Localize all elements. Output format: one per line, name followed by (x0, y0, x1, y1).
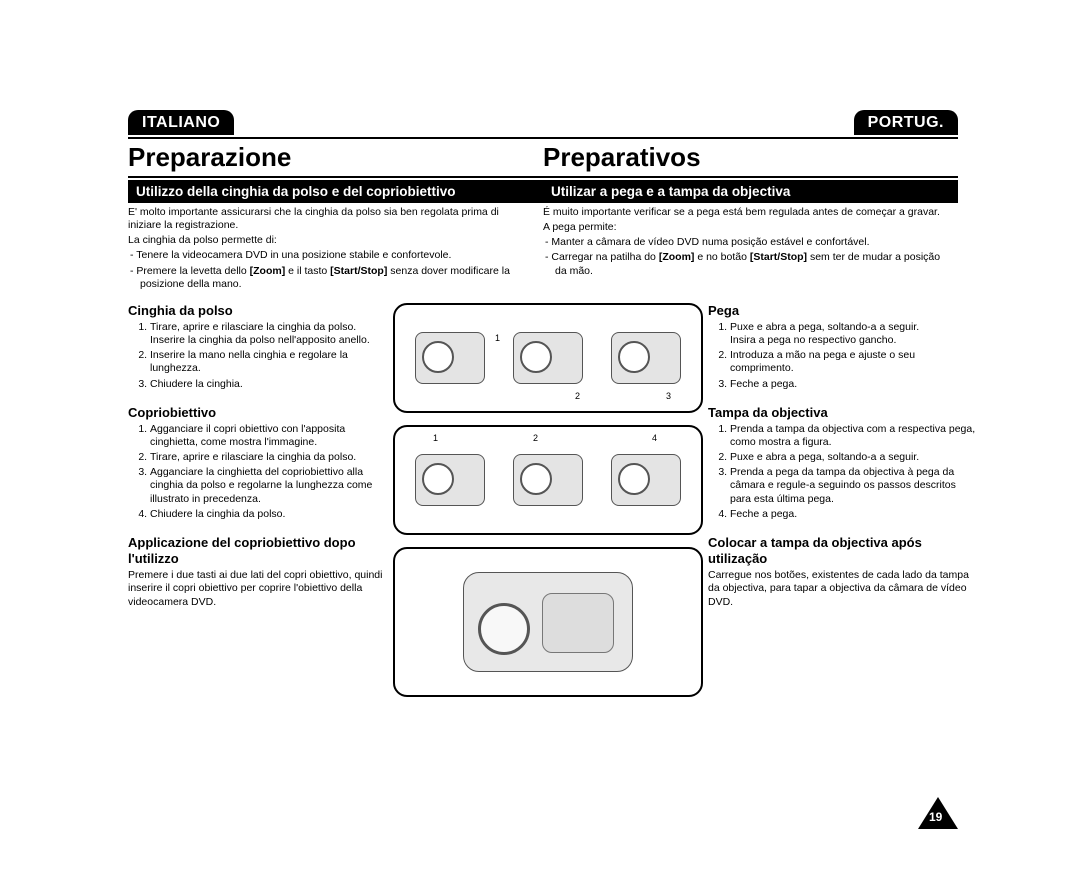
it-p-afteruse: Premere i due tasti ai due lati del copr… (128, 569, 388, 608)
list-item: Prenda a pega da tampa da objectiva à pe… (730, 466, 978, 505)
list-item: Chiudere la cinghia da polso. (150, 508, 388, 521)
pt-h-pega: Pega (708, 303, 978, 319)
pt-section-tampa: Tampa da objectiva Prenda a tampa da obj… (708, 405, 978, 521)
section-headers: Utilizzo della cinghia da polso e del co… (128, 180, 958, 203)
page-number-marker: 19 (918, 797, 958, 829)
section-bar-right: Utilizar a pega e a tampa da objectiva (543, 180, 958, 203)
list-item: Prenda a tampa da objectiva com a respec… (730, 423, 978, 449)
intro-right-line2: A pega permite: (543, 221, 948, 234)
figure-number: 1 (433, 433, 438, 443)
it-h-afteruse: Applicazione del copriobiettivo dopo l'u… (128, 535, 388, 568)
list-item: Puxe e abra a pega, soltando-a a seguir. (730, 451, 978, 464)
list-item: Puxe e abra a pega, soltando-a a seguir.… (730, 321, 978, 347)
intro-left-line1: E' molto importante assicurarsi che la c… (128, 206, 533, 232)
figure-number: 2 (575, 391, 580, 401)
list-item: Feche a pega. (730, 378, 978, 391)
lang-tab-italian: ITALIANO (128, 110, 234, 135)
list-item: Feche a pega. (730, 508, 978, 521)
intro-right: É muito importante verificar se a pega e… (543, 206, 958, 293)
intro-left-bullet2: - Premere la levetta dello [Zoom] e il t… (128, 265, 533, 291)
camera-illustration (611, 332, 681, 384)
pt-section-afteruse: Colocar a tampa da objectiva após utiliz… (708, 535, 978, 609)
it-h-handstrap: Cinghia da polso (128, 303, 388, 319)
list-item: Chiudere la cinghia. (150, 378, 388, 391)
title-left: Preparazione (128, 140, 543, 175)
camera-illustration (513, 454, 583, 506)
list-item: Tirare, aprire e rilasciare la cinghia d… (150, 321, 388, 347)
it-section-lenscover: Copriobiettivo Agganciare il copri obiet… (128, 405, 388, 521)
figure-box-2: 1 2 4 (393, 425, 703, 535)
list-item: Introduza a mão na pega e ajuste o seu c… (730, 349, 978, 375)
page-titles: Preparazione Preparativos (128, 137, 958, 178)
title-right: Preparativos (543, 140, 958, 175)
intro-right-bullet1: - Manter a câmara de vídeo DVD numa posi… (543, 236, 948, 249)
column-italian: Cinghia da polso Tirare, aprire e rilasc… (128, 303, 388, 623)
manual-page: ITALIANO PORTUG. Preparazione Preparativ… (128, 110, 958, 823)
lang-tab-portuguese: PORTUG. (854, 110, 958, 135)
intro-right-line1: É muito importante verificar se a pega e… (543, 206, 948, 219)
camera-illustration (611, 454, 681, 506)
pt-h-afteruse: Colocar a tampa da objectiva após utiliz… (708, 535, 978, 568)
triangle-icon: 19 (918, 797, 958, 829)
pt-section-pega: Pega Puxe e abra a pega, soltando-a a se… (708, 303, 978, 391)
intro-left: E' molto importante assicurarsi che la c… (128, 206, 543, 293)
camera-illustration (415, 454, 485, 506)
list-item: Agganciare il copri obiettivo con l'appo… (150, 423, 388, 449)
figure-number: 2 (533, 433, 538, 443)
it-h-lenscover: Copriobiettivo (128, 405, 388, 421)
camera-large-illustration (463, 572, 633, 672)
list-item: Agganciare la cinghietta del copriobiett… (150, 466, 388, 505)
column-portuguese: Pega Puxe e abra a pega, soltando-a a se… (708, 303, 978, 623)
figure-box-3 (393, 547, 703, 697)
figure-number: 3 (666, 391, 671, 401)
camera-illustration (513, 332, 583, 384)
section-bar-left: Utilizzo della cinghia da polso e del co… (128, 180, 543, 203)
lower-content: Cinghia da polso Tirare, aprire e rilasc… (128, 303, 958, 823)
figure-column: 1 2 3 1 2 4 (393, 303, 703, 709)
intro-right-bullet2: - Carregar na patilha do [Zoom] e no bot… (543, 251, 948, 277)
intro-left-bullet1: - Tenere la videocamera DVD in una posiz… (128, 249, 533, 262)
it-section-handstrap: Cinghia da polso Tirare, aprire e rilasc… (128, 303, 388, 391)
figure-number: 4 (652, 433, 657, 443)
list-item: Tirare, aprire e rilasciare la cinghia d… (150, 451, 388, 464)
figure-number: 1 (495, 333, 500, 343)
language-tabs: ITALIANO PORTUG. (128, 110, 958, 135)
list-item: Inserire la mano nella cinghia e regolar… (150, 349, 388, 375)
pt-h-tampa: Tampa da objectiva (708, 405, 978, 421)
pt-p-afteruse: Carregue nos botões, existentes de cada … (708, 569, 978, 608)
page-number: 19 (929, 810, 942, 824)
figure-box-1: 1 2 3 (393, 303, 703, 413)
camera-illustration (415, 332, 485, 384)
it-section-afteruse: Applicazione del copriobiettivo dopo l'u… (128, 535, 388, 609)
intro-left-line2: La cinghia da polso permette di: (128, 234, 533, 247)
intro-text: E' molto importante assicurarsi che la c… (128, 206, 958, 293)
